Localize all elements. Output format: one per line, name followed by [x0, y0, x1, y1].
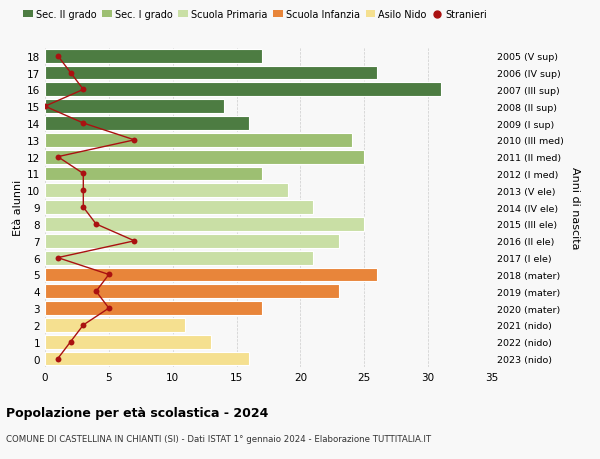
- Point: [66, 70, 76, 77]
- Point: [91, 288, 101, 295]
- Bar: [45, 201, 313, 214]
- Bar: [45, 352, 250, 366]
- Text: Popolazione per età scolastica - 2024: Popolazione per età scolastica - 2024: [6, 406, 268, 419]
- Bar: [45, 268, 377, 282]
- Legend: Sec. II grado, Sec. I grado, Scuola Primaria, Scuola Infanzia, Asilo Nido, Stran: Sec. II grado, Sec. I grado, Scuola Prim…: [23, 10, 487, 20]
- Point: [79, 322, 88, 329]
- Bar: [45, 184, 287, 198]
- Bar: [45, 134, 352, 147]
- Point: [79, 170, 88, 178]
- Bar: [45, 319, 185, 332]
- Point: [91, 221, 101, 228]
- Point: [130, 137, 139, 144]
- Bar: [45, 151, 364, 164]
- Bar: [45, 117, 250, 131]
- Bar: [45, 218, 364, 231]
- Point: [53, 53, 62, 60]
- Bar: [45, 167, 262, 181]
- Point: [79, 187, 88, 195]
- Bar: [45, 100, 224, 114]
- Bar: [45, 83, 441, 97]
- Point: [79, 86, 88, 94]
- Bar: [45, 285, 339, 298]
- Point: [40, 103, 50, 111]
- Y-axis label: Età alunni: Età alunni: [13, 179, 23, 236]
- Y-axis label: Anni di nascita: Anni di nascita: [571, 167, 580, 249]
- Text: COMUNE DI CASTELLINA IN CHIANTI (SI) - Dati ISTAT 1° gennaio 2024 - Elaborazione: COMUNE DI CASTELLINA IN CHIANTI (SI) - D…: [6, 434, 431, 443]
- Bar: [45, 67, 377, 80]
- Point: [104, 271, 113, 279]
- Bar: [45, 251, 313, 265]
- Bar: [45, 335, 211, 349]
- Point: [53, 254, 62, 262]
- Point: [53, 154, 62, 161]
- Point: [130, 238, 139, 245]
- Point: [79, 204, 88, 212]
- Bar: [45, 235, 339, 248]
- Point: [104, 305, 113, 312]
- Bar: [45, 50, 262, 63]
- Point: [79, 120, 88, 128]
- Point: [66, 338, 76, 346]
- Bar: [45, 302, 262, 315]
- Point: [53, 355, 62, 363]
